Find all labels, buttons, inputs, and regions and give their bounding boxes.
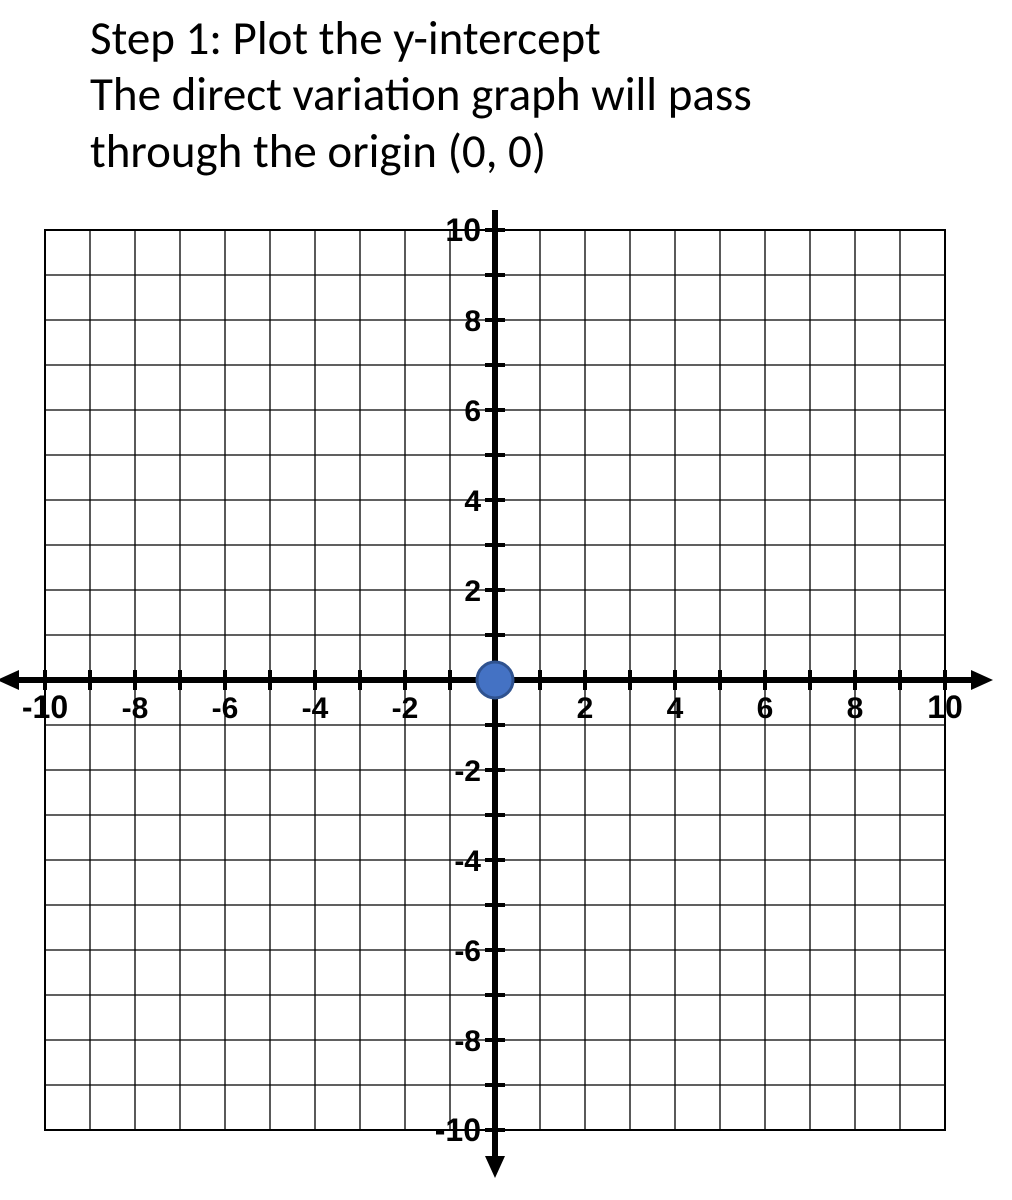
y-axis-label: -8 — [454, 1025, 481, 1058]
y-axis-label: -10 — [435, 1112, 481, 1148]
x-axis-label: -6 — [212, 692, 239, 725]
x-axis-label: -2 — [392, 692, 419, 725]
x-axis-label: 4 — [667, 692, 684, 725]
x-axis-label: 10 — [927, 689, 963, 725]
y-axis-label: 6 — [464, 395, 481, 428]
x-axis-label: 8 — [847, 692, 864, 725]
y-axis-label: 10 — [445, 212, 481, 248]
x-axis-label: -8 — [122, 692, 149, 725]
y-axis-label: -4 — [454, 845, 481, 878]
x-axis-label: 2 — [577, 692, 594, 725]
x-axis-label: 6 — [757, 692, 774, 725]
y-axis-label: 8 — [464, 305, 481, 338]
axis-arrowhead — [971, 670, 993, 690]
instruction-line-3: through the origin (0, 0) — [90, 122, 546, 180]
instruction-line-1: Step 1: Plot the y-intercept — [90, 9, 601, 67]
axis-arrowhead — [0, 670, 19, 690]
coordinate-plane: -10 -8 -6 -4 -2 2 4 6 8 10 10 8 6 4 2 -2 -4 -6 -8 -10 — [0, 210, 1012, 1190]
x-axis-label: -10 — [22, 689, 68, 725]
y-axis-label: -6 — [454, 935, 481, 968]
page: Step 1: Plot the y-intercept The direct … — [0, 0, 1012, 1200]
y-axis-label: 4 — [464, 485, 481, 518]
axis-arrowhead — [485, 1156, 505, 1178]
instruction-line-2: The direct variation graph will pass — [90, 65, 752, 123]
y-axis-label: 2 — [464, 575, 481, 608]
y-axis-label: -2 — [454, 755, 481, 788]
instruction-text: Step 1: Plot the y-intercept The direct … — [90, 10, 970, 179]
x-axis-label: -4 — [302, 692, 329, 725]
